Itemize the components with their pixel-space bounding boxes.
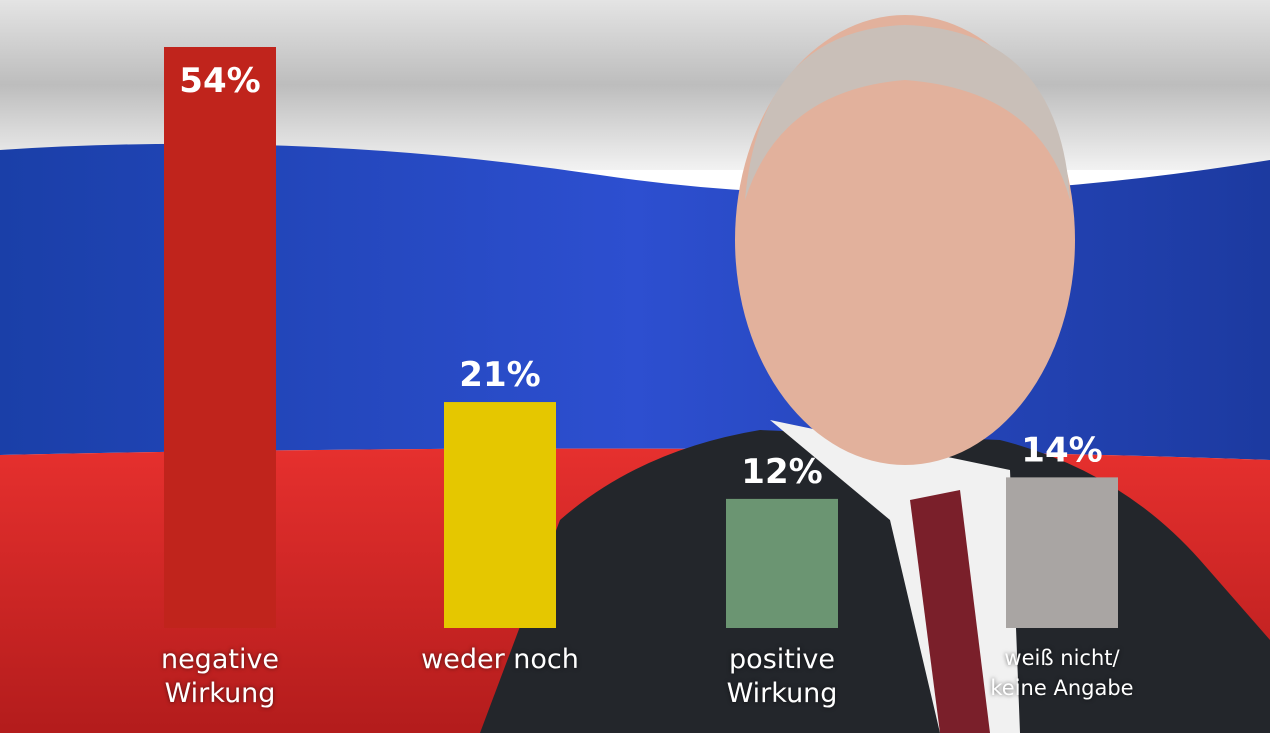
value-label: 21%: [459, 355, 540, 395]
value-label: 12%: [741, 452, 822, 492]
category-label: weiß nicht/ keine Angabe: [990, 646, 1134, 700]
category-label: negative Wirkung: [160, 644, 280, 709]
bar: [444, 402, 556, 628]
category-label: weder noch: [421, 644, 579, 675]
value-label: 14%: [1021, 430, 1102, 470]
bars: 54% 21% 12% 14%: [164, 47, 1118, 628]
bar: [726, 498, 838, 628]
category-label: positive Wirkung: [726, 644, 838, 709]
bar: [164, 47, 276, 628]
value-label: 54%: [179, 61, 260, 101]
bar: [1006, 477, 1118, 628]
